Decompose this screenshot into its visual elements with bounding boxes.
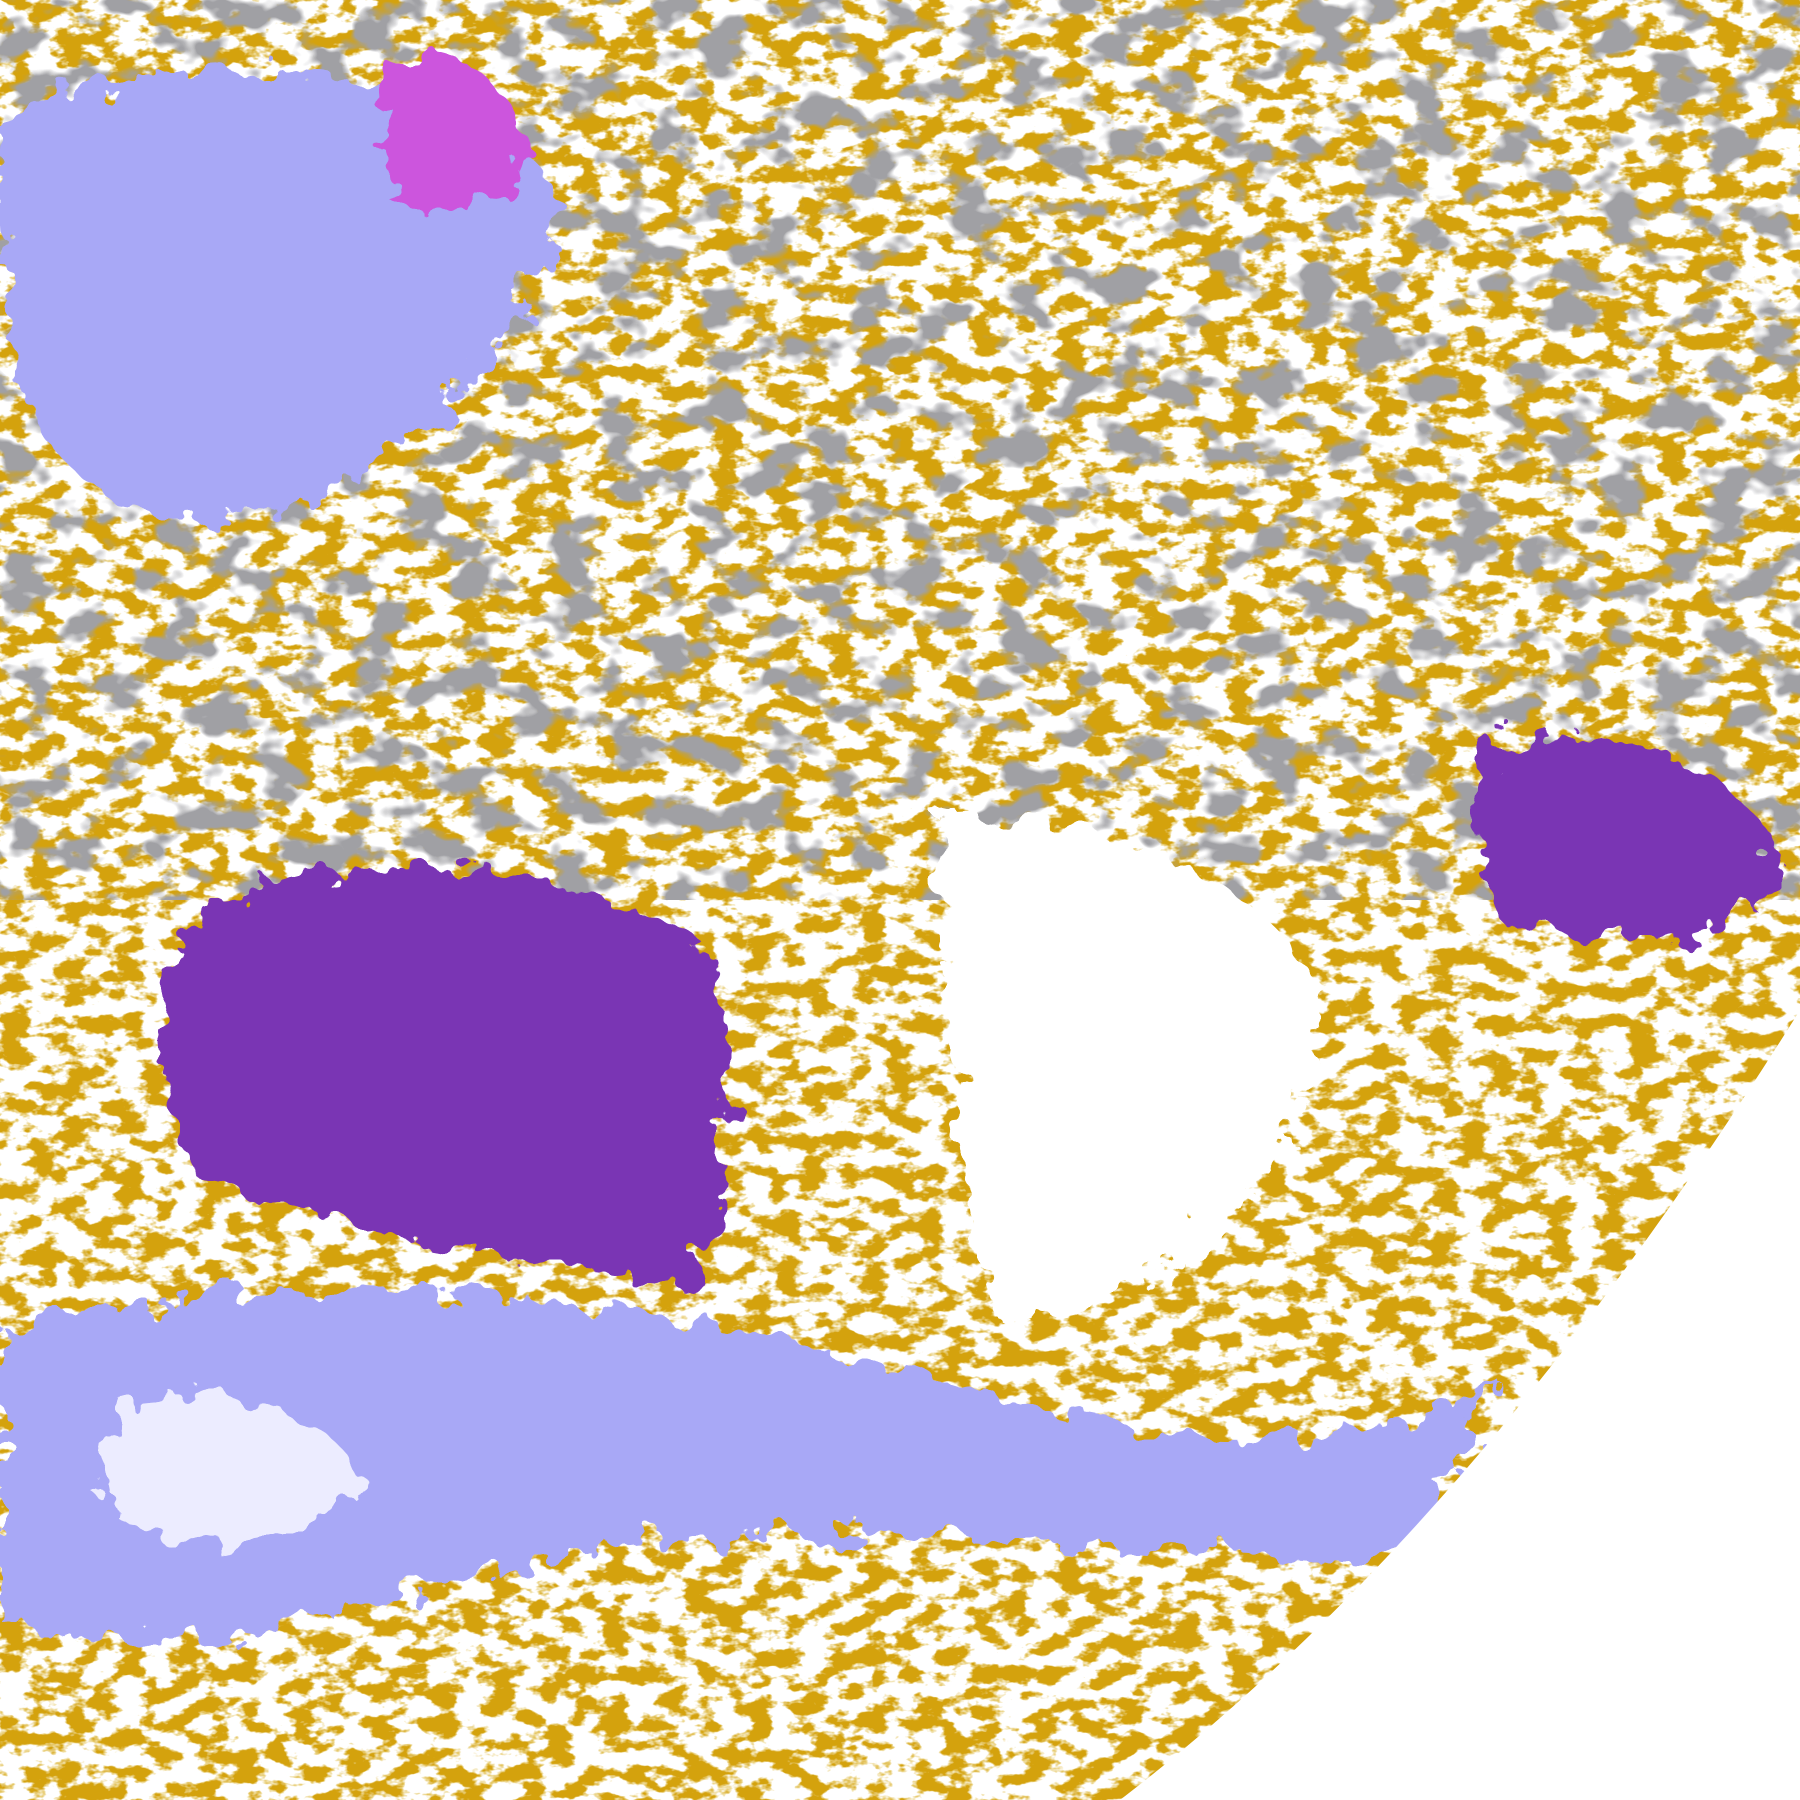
high-cloud-band <box>0 1290 1500 1640</box>
convective-region <box>380 54 520 217</box>
cirrus-region <box>100 1394 360 1543</box>
thick-cloud-region <box>159 867 727 1280</box>
clear-sky-region <box>940 817 1321 1320</box>
thick-cloud-region <box>1477 736 1780 940</box>
off-disk-space <box>1120 1010 1800 1800</box>
